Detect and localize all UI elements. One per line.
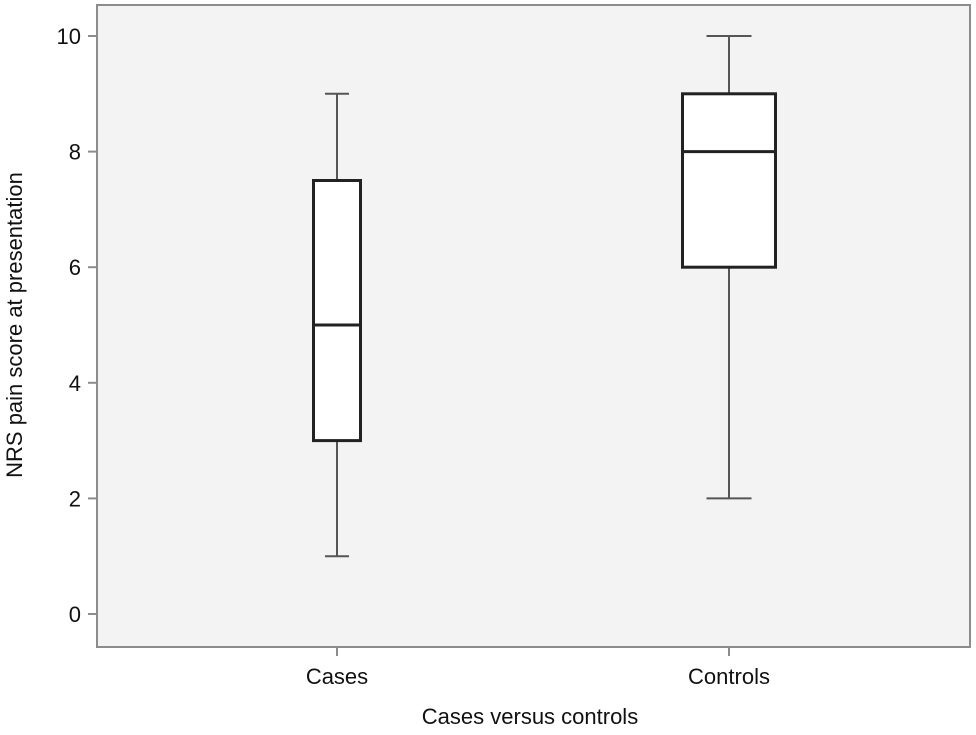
box-series xyxy=(312,35,777,558)
box-cases xyxy=(312,92,362,558)
x-axis: Cases Controls xyxy=(306,647,770,689)
y-tick-label: 6 xyxy=(69,255,81,280)
y-tick-label: 10 xyxy=(57,24,81,49)
y-tick-label: 8 xyxy=(69,140,81,165)
y-axis-label: NRS pain score at presentation xyxy=(2,172,27,478)
iqr-box xyxy=(681,92,777,269)
y-tick-label: 4 xyxy=(69,371,81,396)
iqr-box xyxy=(312,179,362,443)
box-controls xyxy=(681,35,777,500)
y-axis: 0 2 4 6 8 10 xyxy=(57,24,97,627)
x-tick-label: Cases xyxy=(306,664,368,689)
plot-area xyxy=(96,4,971,648)
y-tick-label: 2 xyxy=(69,486,81,511)
y-tick-label: 0 xyxy=(69,602,81,627)
x-axis-label: Cases versus controls xyxy=(422,704,638,729)
x-tick-label: Controls xyxy=(688,664,770,689)
